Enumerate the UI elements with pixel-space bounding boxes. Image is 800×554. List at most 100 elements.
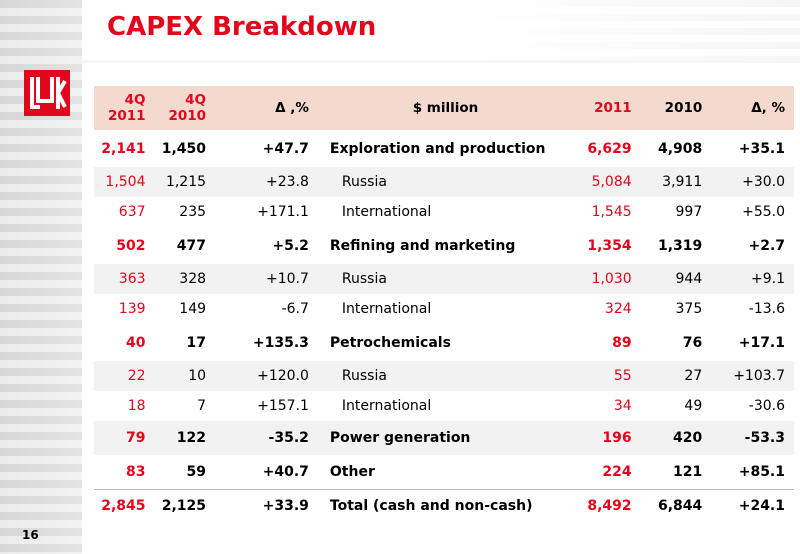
cell-q4-2010: 1,450 — [161, 140, 207, 157]
cell-q4-2010: 59 — [186, 463, 207, 480]
cell-delta-y: +2.7 — [748, 237, 785, 254]
title-band — [82, 0, 800, 60]
table-row: 22 10 +120.0 Russia 55 27 +103.7 — [94, 361, 794, 391]
cell-q4-2011: 502 — [116, 237, 146, 254]
cell-label: Power generation — [329, 430, 471, 446]
cell-delta-q: +120.0 — [257, 368, 309, 384]
cell-delta-y: -53.3 — [744, 430, 785, 446]
cell-label: International — [341, 204, 432, 220]
table-row: 637 235 +171.1 International 1,545 997 +55.0 — [94, 197, 794, 227]
cell-q4-2010: 328 — [179, 271, 207, 287]
cell-delta-q: +5.2 — [272, 237, 309, 254]
cell-y2010: 375 — [675, 301, 703, 317]
cell-y2010: 76 — [682, 334, 703, 351]
cell-delta-y: +30.0 — [742, 174, 785, 190]
table-body: 2,141 1,450 +47.7 Exploration and productio… — [94, 130, 794, 523]
cell-q4-2011: 22 — [127, 368, 146, 384]
table-row: 502 477 +5.2 Refining and marketing 1,354 1,3… — [94, 227, 794, 264]
header-delta-quarter: Δ ,% — [275, 100, 309, 116]
cell-y2010: 1,319 — [657, 237, 703, 254]
cell-delta-q: +23.8 — [266, 174, 309, 190]
cell-delta-y: -30.6 — [748, 398, 785, 414]
table-total-row: 2,845 2,125 +33.9 Total (cash and non-cash)… — [94, 488, 794, 523]
cell-delta-y: +24.1 — [711, 488, 794, 523]
cell-y2011: 34 — [613, 398, 632, 414]
table-row: 79 122 -35.2 Power generation 196 420 -53.3 — [94, 421, 794, 455]
cell-q4-2010: 235 — [179, 204, 207, 220]
cell-y2010: 27 — [684, 368, 703, 384]
page-title: CAPEX Breakdown — [107, 12, 377, 42]
capex-table: 4Q 2011 4Q 2010 Δ ,% $ million 2011 2010 Δ… — [94, 86, 794, 523]
cell-delta-q: +171.1 — [257, 204, 309, 220]
cell-delta-q: +47.7 — [262, 140, 309, 157]
cell-y2011: 55 — [613, 368, 632, 384]
header-4q-2011: 4Q 2011 — [107, 92, 146, 124]
cell-delta-q: +33.9 — [215, 488, 318, 523]
cell-y2011: 5,084 — [591, 174, 632, 190]
header-2010: 2010 — [664, 100, 703, 116]
cell-label: Total (cash and non-cash) — [317, 488, 571, 523]
cell-y2010: 4,908 — [657, 140, 703, 157]
cell-q4-2011: 139 — [118, 301, 146, 317]
cell-delta-q: -35.2 — [268, 430, 309, 446]
table-row: 1,504 1,215 +23.8 Russia 5,084 3,911 +30.0 — [94, 167, 794, 197]
cell-q4-2011: 2,845 — [94, 488, 155, 523]
cell-y2011: 224 — [602, 463, 632, 480]
cell-label: Russia — [341, 368, 387, 384]
cell-delta-q: +157.1 — [257, 398, 309, 414]
cell-label: International — [341, 301, 432, 317]
cell-label: Other — [329, 463, 375, 480]
cell-delta-y: +103.7 — [733, 368, 785, 384]
cell-y2010: 121 — [673, 463, 703, 480]
cell-q4-2010: 10 — [188, 368, 207, 384]
cell-y2010: 49 — [684, 398, 703, 414]
header-delta-year: Δ, % — [751, 100, 785, 116]
cell-y2010: 997 — [675, 204, 703, 220]
cell-label: Russia — [341, 271, 387, 287]
cell-q4-2011: 637 — [118, 204, 146, 220]
cell-delta-y: +85.1 — [738, 463, 785, 480]
cell-y2011: 196 — [602, 430, 632, 446]
cell-y2010: 3,911 — [662, 174, 703, 190]
table-row: 363 328 +10.7 Russia 1,030 944 +9.1 — [94, 264, 794, 294]
table-row: 2,141 1,450 +47.7 Exploration and productio… — [94, 130, 794, 167]
table-panel — [84, 72, 800, 542]
table-row: 139 149 -6.7 International 324 375 -13.6 — [94, 294, 794, 324]
cell-q4-2010: 149 — [179, 301, 207, 317]
table-header-row: 4Q 2011 4Q 2010 Δ ,% $ million 2011 2010 Δ… — [94, 86, 794, 130]
page-number: 16 — [22, 528, 39, 542]
cell-delta-y: +55.0 — [742, 204, 785, 220]
cell-label: Exploration and production — [329, 140, 546, 157]
cell-delta-y: +35.1 — [738, 140, 785, 157]
table-row: 40 17 +135.3 Petrochemicals 89 76 +17.1 — [94, 324, 794, 361]
cell-delta-y: -13.6 — [748, 301, 785, 317]
cell-y2011: 8,492 — [570, 488, 641, 523]
cell-delta-q: +40.7 — [262, 463, 309, 480]
cell-delta-q: -6.7 — [281, 301, 309, 317]
header-unit: $ million — [412, 100, 479, 116]
cell-y2010: 6,844 — [640, 488, 712, 523]
cell-q4-2011: 79 — [126, 430, 146, 446]
cell-q4-2010: 122 — [176, 430, 207, 446]
cell-delta-y: +17.1 — [738, 334, 785, 351]
cell-q4-2011: 1,504 — [105, 174, 146, 190]
cell-q4-2011: 40 — [126, 334, 146, 351]
cell-y2011: 324 — [604, 301, 632, 317]
cell-q4-2010: 1,215 — [165, 174, 207, 190]
header-2011: 2011 — [594, 100, 632, 116]
cell-q4-2011: 363 — [118, 271, 146, 287]
cell-label: Refining and marketing — [329, 237, 516, 254]
cell-y2011: 6,629 — [587, 140, 632, 157]
cell-label: Petrochemicals — [329, 334, 451, 351]
table-row: 83 59 +40.7 Other 224 121 +85.1 — [94, 455, 794, 489]
cell-q4-2010: 7 — [197, 398, 207, 414]
lukoil-logo-icon — [24, 70, 70, 116]
cell-y2011: 1,545 — [591, 204, 632, 220]
cell-y2010: 420 — [673, 430, 703, 446]
cell-delta-q: +135.3 — [252, 334, 309, 351]
cell-y2011: 89 — [612, 334, 632, 351]
cell-y2011: 1,030 — [591, 271, 632, 287]
cell-label: International — [341, 398, 432, 414]
cell-label: Russia — [341, 174, 387, 190]
table-row: 18 7 +157.1 International 34 49 -30.6 — [94, 391, 794, 421]
